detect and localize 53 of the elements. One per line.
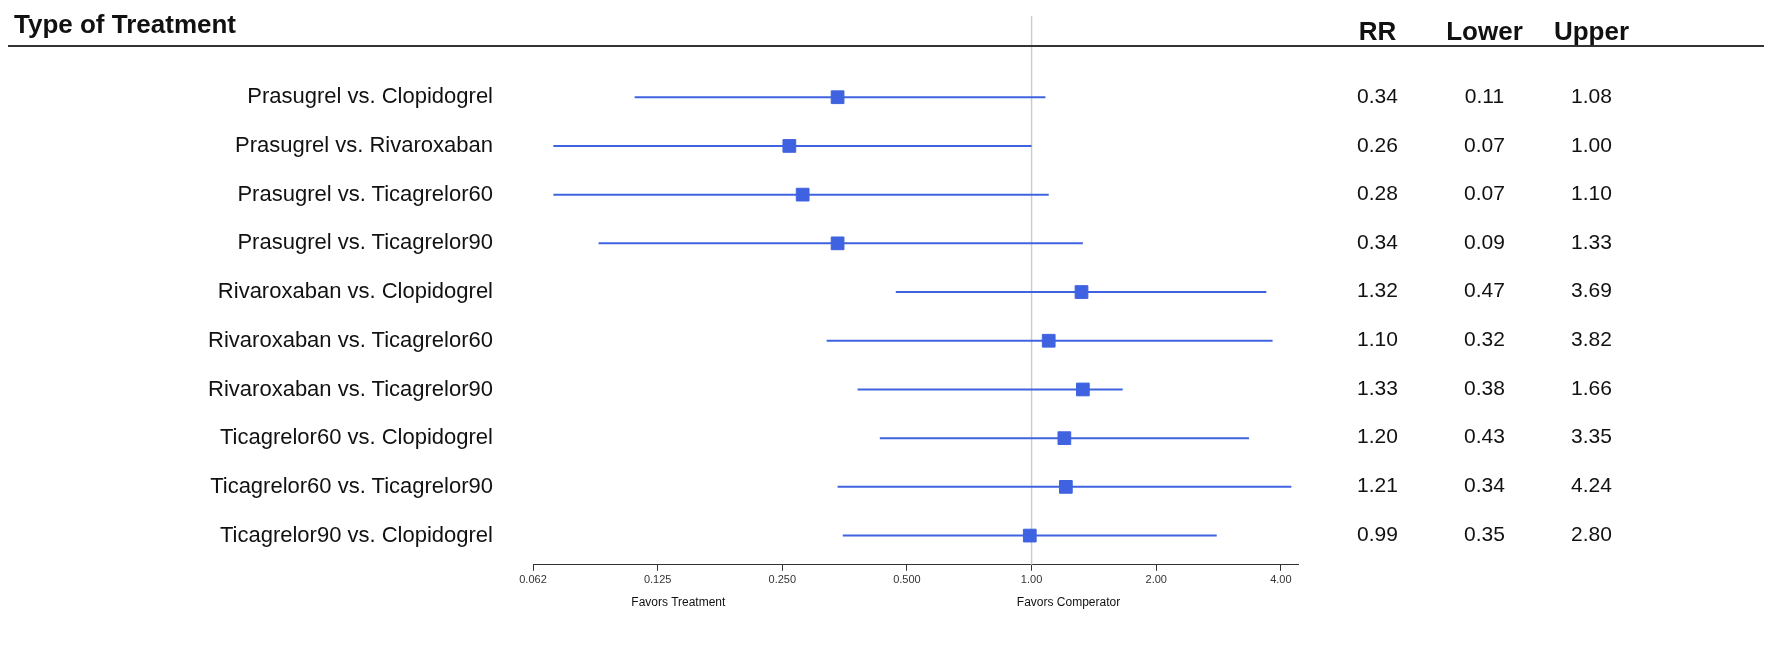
data-label: 1.21: [1357, 472, 1398, 496]
data-label: 1.33: [1571, 229, 1612, 253]
x-tick-label: 0.125: [643, 573, 672, 586]
data-label: 3.82: [1571, 327, 1612, 351]
data-label: 1.10: [1357, 327, 1398, 351]
data-label: 1.08: [1571, 83, 1612, 107]
x-tick-label: Upper: [1553, 15, 1630, 46]
y-tick-label: Rivaroxaban vs. Clopidogrel: [217, 278, 493, 304]
x-tick-label: 2.00: [1145, 573, 1167, 586]
data-label: 1.20: [1357, 424, 1398, 448]
data-label: 1.66: [1571, 375, 1612, 399]
y-tick-label: Prasugrel vs. Clopidogrel: [247, 83, 493, 109]
data-label: 0.99: [1357, 521, 1398, 545]
x-tick-label: 0.062: [519, 573, 547, 586]
data-label: 0.09: [1464, 229, 1505, 253]
y-tick-label: Ticagrelor60 vs. Ticagrelor90: [210, 472, 493, 498]
data-label: 1.10: [1571, 181, 1612, 205]
y-tick-label: Rivaroxaban vs. Ticagrelor60: [208, 326, 493, 352]
data-label: 3.35: [1571, 424, 1612, 448]
data-label: 0.26: [1357, 132, 1398, 156]
data-label: 3.69: [1571, 278, 1612, 302]
data-label: 0.38: [1464, 375, 1505, 399]
data-label: 1.33: [1357, 375, 1398, 399]
x-tick-label: 1.00: [1020, 573, 1043, 586]
data-label: 2.80: [1571, 521, 1612, 545]
text: Favors Treatment: [631, 595, 727, 610]
x-tick-label: RR: [1358, 15, 1397, 46]
y-tick-label: Prasugrel vs. Ticagrelor60: [237, 180, 493, 206]
data-label: 0.47: [1464, 278, 1505, 302]
data-label: 0.43: [1464, 424, 1505, 448]
data-label: 0.35: [1464, 521, 1505, 545]
data-label: 0.07: [1464, 132, 1505, 156]
y-tick-label: Ticagrelor60 vs. Clopidogrel: [219, 424, 493, 450]
y-tick-label: Rivaroxaban vs. Ticagrelor90: [208, 375, 493, 401]
data-label: 0.11: [1464, 83, 1505, 107]
data-label: 0.34: [1357, 229, 1399, 253]
data-label: 0.32: [1464, 327, 1505, 351]
x-tick-label: 0.250: [768, 573, 797, 586]
y-tick-label: Ticagrelor90 vs. Clopidogrel: [219, 521, 493, 547]
x-tick-label: 4.00: [1270, 573, 1292, 586]
data-label: 0.34: [1464, 472, 1506, 496]
y-tick-label: Prasugrel vs. Ticagrelor90: [237, 229, 493, 255]
y-tick-label: Prasugrel vs. Rivaroxaban: [234, 131, 493, 157]
x-tick-label: 0.500: [893, 573, 921, 586]
data-label: 0.28: [1357, 181, 1398, 205]
data-label: 1.00: [1571, 132, 1612, 156]
text: Favors Comperator: [1016, 595, 1121, 610]
data-label: 0.07: [1464, 181, 1505, 205]
data-label: 4.24: [1571, 472, 1613, 496]
x-tick-label: Lower: [1446, 15, 1523, 46]
data-label: 1.32: [1357, 278, 1398, 302]
data-label: 0.34: [1357, 83, 1399, 107]
text: Type of Treatment: [14, 9, 237, 40]
